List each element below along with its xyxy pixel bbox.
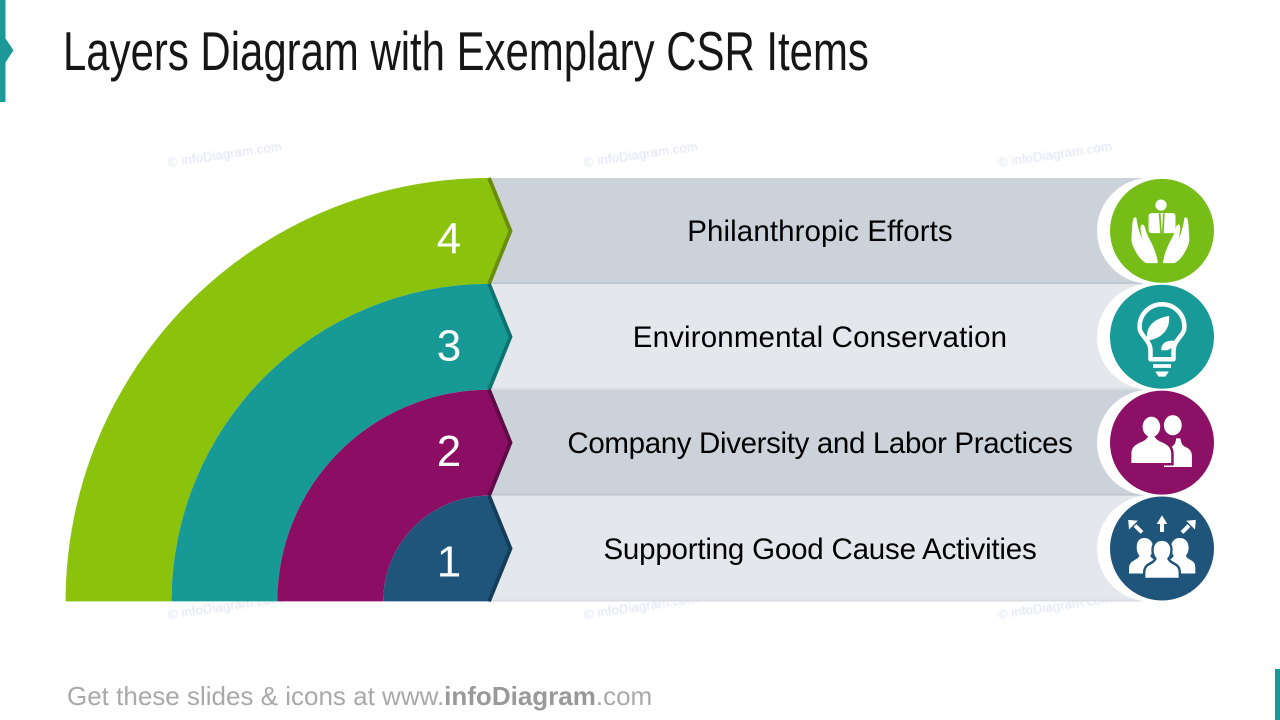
svg-text:4: 4 (437, 215, 461, 264)
svg-text:1: 1 (437, 538, 461, 587)
svg-text:3: 3 (437, 322, 461, 371)
svg-text:2: 2 (437, 427, 461, 476)
